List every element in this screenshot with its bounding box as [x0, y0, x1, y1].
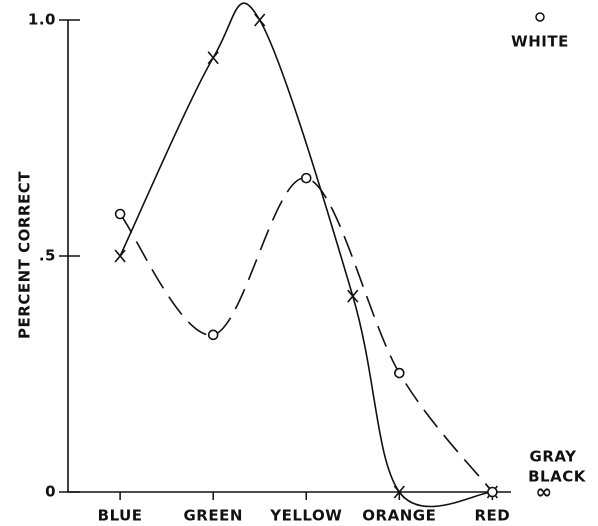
x-tick-label: BLUE [98, 507, 143, 525]
line [119, 2, 493, 508]
y-axis-label: PERCENT CORRECT [16, 171, 34, 339]
marker [300, 172, 312, 184]
annotation: BLACK [528, 468, 587, 486]
marker [394, 367, 405, 379]
marker [254, 13, 266, 27]
marker [393, 485, 405, 499]
marker [114, 208, 126, 220]
annotation: GRAY [530, 448, 578, 466]
x-tick-label: YELLOW [269, 507, 342, 525]
x-tick-label: ORANGE [362, 507, 436, 525]
annotation: ∞ [535, 480, 552, 504]
y-tick-label: 1.0 [28, 11, 56, 29]
x-tick-label: GREEN [183, 507, 242, 525]
marker [114, 249, 126, 263]
marker [347, 289, 359, 303]
marker [207, 51, 219, 65]
annotation: WHITE [511, 33, 569, 51]
x-tick-label: RED [475, 507, 511, 525]
y-tick-label: .5 [39, 247, 56, 265]
line [119, 177, 494, 493]
white-marker [535, 12, 545, 22]
marker [207, 329, 219, 341]
marker [487, 486, 498, 498]
y-tick-label: 0 [45, 483, 56, 501]
